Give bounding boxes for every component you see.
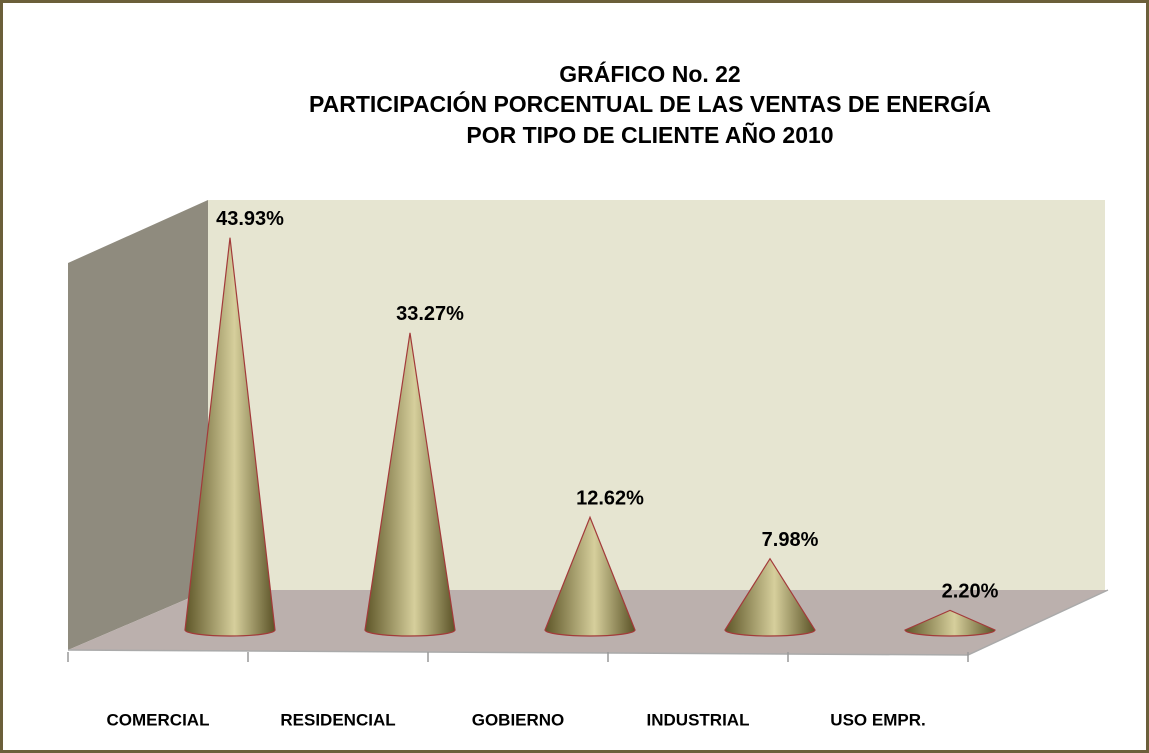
cone (184, 237, 276, 637)
chart-title: POR TIPO DE CLIENTE AÑO 2010 (466, 121, 833, 148)
value-label: 7.98% (762, 529, 819, 551)
back-wall (208, 200, 1105, 590)
value-label: 2.20% (942, 581, 999, 603)
x-tick-label: INDUSTRIAL (647, 710, 750, 729)
cone (724, 557, 816, 637)
value-label: 43.93% (216, 208, 284, 230)
axis-ticks (67, 652, 969, 662)
value-label: 12.62% (576, 488, 644, 510)
chart-title: GRÁFICO No. 22 (559, 60, 740, 87)
cone (904, 609, 996, 637)
cone (544, 515, 636, 637)
cone (364, 332, 456, 637)
chart-title: PARTICIPACIÓN PORCENTUAL DE LAS VENTAS D… (309, 90, 991, 117)
x-tick-label: RESIDENCIAL (280, 710, 395, 729)
value-label: 33.27% (396, 303, 464, 325)
x-tick-label: GOBIERNO (472, 710, 565, 729)
side-wall (68, 200, 208, 650)
x-tick-label: USO EMPR. (830, 710, 925, 729)
x-tick-label: COMERCIAL (107, 710, 210, 729)
